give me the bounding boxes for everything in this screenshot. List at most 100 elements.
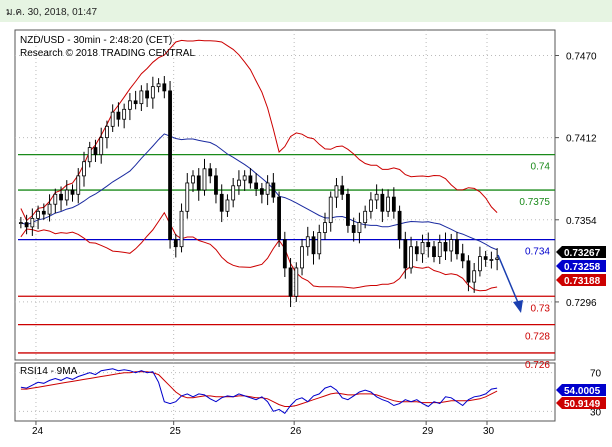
level-label: 0.7375	[519, 197, 550, 208]
candle-body	[122, 108, 127, 120]
candle-body	[82, 161, 86, 177]
candle-body	[460, 253, 465, 262]
price-badge-ma: 0.73258	[564, 262, 601, 273]
rsi-ma-badge: 50.9149	[564, 399, 601, 410]
candle-body	[18, 222, 23, 225]
price-badge-band-bg	[556, 274, 606, 286]
x-tick-label: 26	[290, 426, 302, 437]
candle-body	[449, 239, 454, 252]
rsi-line	[20, 368, 498, 414]
candle-body	[305, 236, 310, 248]
candle-body	[191, 175, 195, 184]
moving-average	[20, 133, 498, 251]
candle-body	[271, 182, 276, 198]
candle-body	[41, 210, 46, 215]
rsi-ma-badge-bg	[556, 397, 606, 409]
candle-body	[231, 185, 236, 201]
x-tick-label: 25	[170, 426, 182, 437]
candle-body	[179, 210, 184, 248]
level-label: 0.73	[531, 303, 551, 314]
candle-body	[53, 193, 58, 205]
candle-body	[242, 175, 247, 181]
candle-body	[64, 189, 69, 201]
candle-body	[225, 199, 230, 212]
candle-body	[426, 242, 431, 248]
candle-body	[59, 193, 63, 201]
candle-body	[466, 260, 471, 283]
price-badges: 0.73267 0.73258 0.73188 54.0005 50.9149	[556, 246, 606, 410]
y-tick-label: 0.7354	[566, 216, 597, 227]
candle-body	[208, 168, 213, 177]
candle-body	[156, 83, 161, 88]
candle-body	[24, 222, 29, 228]
rsi-title: RSI14 - 9MA	[20, 366, 78, 377]
candle-body	[214, 175, 218, 195]
projection-arrow	[497, 254, 523, 313]
x-tick-label: 30	[483, 426, 495, 437]
candle-body	[99, 137, 104, 156]
candle-body	[265, 182, 270, 195]
candle-body	[351, 225, 356, 233]
candle-body	[495, 257, 500, 260]
candle-body	[368, 199, 373, 212]
candle-body	[288, 267, 293, 297]
level-label: 0.726	[525, 360, 550, 371]
candle-body	[277, 196, 281, 241]
candle-body	[323, 222, 327, 233]
candle-body	[133, 100, 138, 105]
candle-body	[36, 210, 40, 219]
candle-body	[87, 147, 92, 163]
candle-body	[443, 242, 448, 252]
candle-body	[397, 210, 402, 241]
price-badge-ma-bg	[556, 260, 606, 272]
candle-body	[374, 193, 379, 201]
rsi-badge: 54.0005	[564, 386, 601, 397]
candle-body	[219, 193, 224, 212]
upper-band	[20, 39, 498, 222]
timestamp-text: ม.ค. 30, 2018, 01:47	[6, 7, 98, 18]
candle-body	[150, 86, 155, 99]
candle-body	[357, 222, 362, 233]
rsi-plot-frame	[14, 362, 556, 422]
candle-body	[455, 239, 459, 255]
candle-body	[334, 185, 339, 198]
y-tick-label: 0.7412	[566, 134, 597, 145]
candle-body	[380, 193, 385, 212]
candle-body	[282, 239, 287, 269]
rsi-badge-bg	[556, 384, 606, 396]
y-tick-label: 0.7470	[566, 51, 597, 62]
candle-body	[294, 267, 299, 297]
candle-body	[248, 175, 253, 184]
candle-body	[311, 236, 316, 255]
candle-body	[116, 111, 121, 120]
bollinger-bands	[20, 39, 498, 292]
candle-body	[162, 83, 167, 92]
candle-body	[403, 239, 408, 269]
y-tick-label: 0.7296	[566, 298, 597, 309]
level-label: 0.74	[531, 162, 551, 173]
main-plot-frame	[14, 29, 556, 361]
candle-body	[363, 210, 368, 224]
x-tick-label: 24	[32, 426, 44, 437]
candle-body	[127, 100, 132, 110]
lower-band	[20, 211, 498, 292]
rsi-tick-label: 70	[590, 369, 602, 380]
candle-body	[185, 182, 190, 212]
price-badge-last: 0.73267	[564, 248, 601, 259]
candle-body	[196, 175, 201, 191]
candle-body	[386, 196, 391, 212]
candle-body	[300, 246, 304, 269]
candle-body	[478, 256, 482, 272]
candle-body	[47, 203, 52, 215]
candle-body	[340, 185, 345, 195]
candle-body	[70, 189, 75, 195]
candle-body	[254, 182, 259, 190]
candle-body	[328, 196, 333, 224]
price-badge-last-bg	[556, 246, 606, 258]
level-label: 0.728	[525, 332, 550, 343]
candle-body	[76, 175, 81, 195]
support-resistance-levels: 0.74 0.7375 0.734 0.73 0.728 0.726	[18, 153, 555, 371]
candle-body	[346, 193, 350, 226]
rsi-lines: 70 30	[15, 368, 602, 418]
candles	[18, 76, 500, 308]
